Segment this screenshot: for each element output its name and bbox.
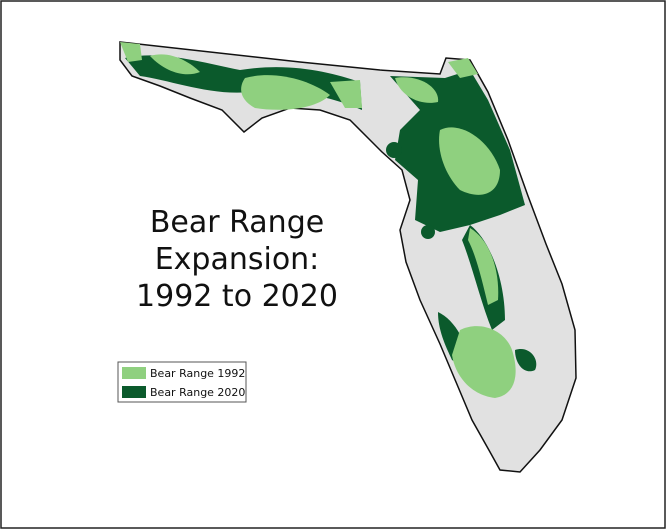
range-1992-area bbox=[439, 127, 500, 195]
range-1992-area bbox=[241, 75, 330, 110]
range-1992-area bbox=[395, 77, 439, 103]
range-2020-area bbox=[421, 225, 435, 239]
range-1992-area bbox=[330, 80, 362, 108]
legend-swatch bbox=[122, 386, 146, 398]
title: Bear Range Expansion: 1992 to 2020 bbox=[136, 205, 338, 314]
title-line: Bear Range bbox=[150, 205, 324, 240]
legend-label: Bear Range 2020 bbox=[150, 386, 245, 399]
range-1992-areas bbox=[120, 42, 516, 398]
range-2020-area bbox=[515, 349, 537, 372]
range-2020-area bbox=[386, 142, 402, 158]
title-line: 1992 to 2020 bbox=[136, 279, 338, 314]
range-1992-area bbox=[452, 326, 516, 398]
legend-swatch bbox=[122, 367, 146, 379]
range-1992-area bbox=[468, 228, 499, 305]
legend: Bear Range 1992 Bear Range 2020 bbox=[117, 361, 247, 403]
legend-label: Bear Range 1992 bbox=[150, 367, 245, 380]
title-line: Expansion: bbox=[155, 242, 320, 277]
range-1992-area bbox=[150, 54, 200, 75]
range-1992-area bbox=[448, 58, 478, 78]
range-1992-area bbox=[120, 42, 142, 62]
